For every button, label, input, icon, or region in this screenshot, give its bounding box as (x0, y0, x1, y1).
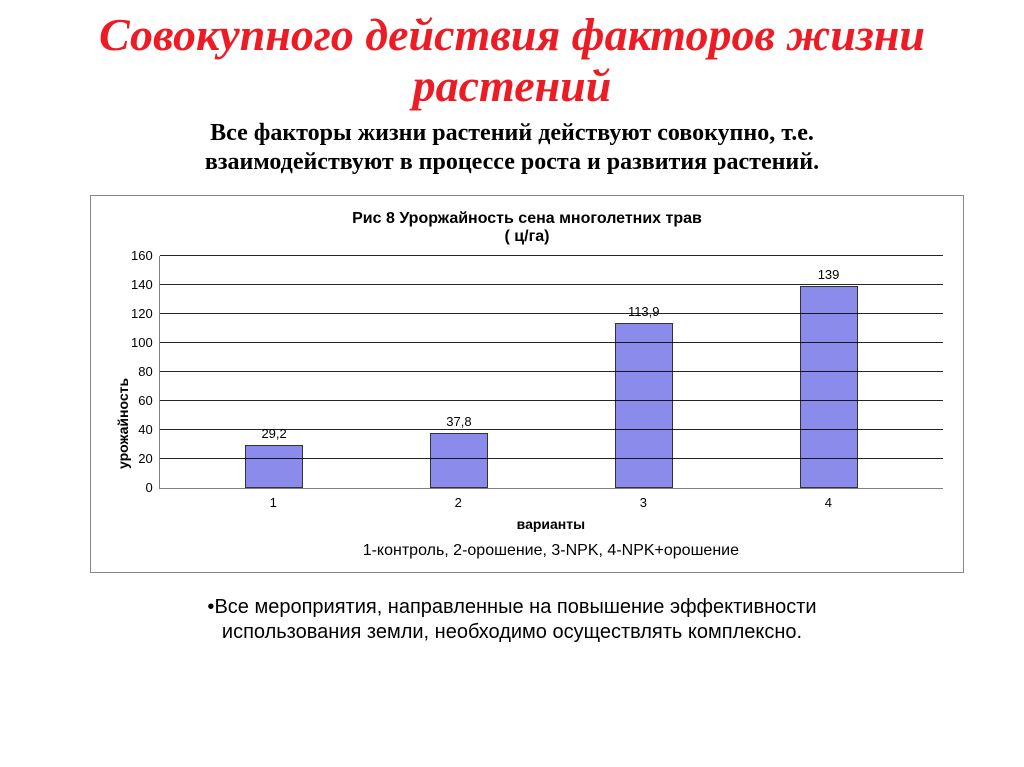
y-axis-label: урожайность (111, 256, 131, 560)
gridline (160, 400, 943, 401)
chart-title-line1: Рис 8 Уроржайность сена многолетних трав (352, 210, 702, 227)
x-tick: 4 (799, 495, 857, 510)
gridline (160, 284, 943, 285)
gridline (160, 313, 943, 314)
chart-legend: 1-контроль, 2-орошение, 3-NPK, 4-NPK+оро… (159, 542, 943, 560)
subtitle-line2: взаимодействуют в процессе роста и разви… (205, 149, 819, 175)
x-tick: 1 (244, 495, 302, 510)
x-axis-ticks: 1 2 3 4 (159, 489, 943, 514)
footer-note: •Все мероприятия, направленные на повыше… (80, 595, 944, 645)
page-title: Совокупного действия факторов жизни раст… (20, 10, 1004, 111)
x-axis-label: варианты (159, 516, 943, 532)
subtitle-line1: Все факторы жизни растений действуют сов… (210, 120, 814, 146)
bar-value-label: 113,9 (628, 304, 660, 319)
bars-group: 29,237,8113,9139 (160, 256, 943, 488)
x-tick: 3 (614, 495, 672, 510)
bar-wrap: 113,9 (615, 304, 673, 488)
gridline (160, 429, 943, 430)
gridline (160, 342, 943, 343)
bar (245, 445, 303, 487)
bar-wrap: 139 (800, 267, 858, 488)
bar-wrap: 37,8 (430, 414, 488, 488)
bar (615, 323, 673, 488)
bar (430, 433, 488, 488)
gridline (160, 371, 943, 372)
bar-value-label: 139 (818, 267, 840, 282)
chart-body: урожайность 160140120100806040200 29,237… (111, 256, 943, 560)
gridline (160, 255, 943, 256)
y-axis-ticks: 160140120100806040200 (131, 256, 159, 488)
footer-line1: Все мероприятия, направленные на повышен… (214, 596, 816, 618)
chart-title-line2: ( ц/га) (505, 228, 550, 245)
chart-title: Рис 8 Уроржайность сена многолетних трав… (111, 210, 943, 246)
bar-value-label: 37,8 (446, 414, 471, 429)
chart-container: Рис 8 Уроржайность сена многолетних трав… (90, 195, 964, 573)
x-tick: 2 (429, 495, 487, 510)
gridline (160, 458, 943, 459)
subtitle: Все факторы жизни растений действуют сов… (20, 119, 1004, 177)
plot-area: 29,237,8113,9139 (159, 256, 943, 489)
footer-line2: использования земли, необходимо осуществ… (222, 621, 802, 643)
